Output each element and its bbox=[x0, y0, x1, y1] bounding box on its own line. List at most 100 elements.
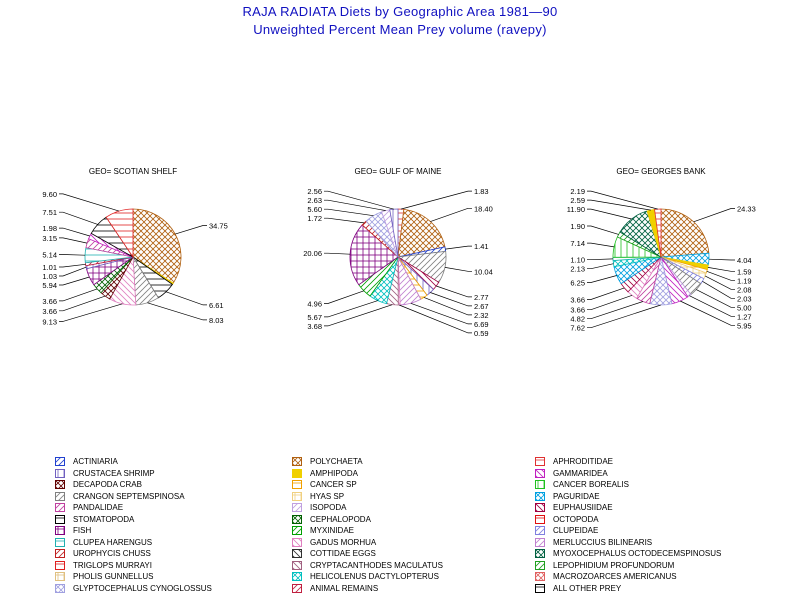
slice-value-label: 5.00 bbox=[737, 303, 752, 312]
label-leader-line bbox=[59, 193, 120, 212]
label-leader-line bbox=[706, 270, 735, 281]
label-leader-line bbox=[444, 267, 472, 272]
slice-value-label: 10.04 bbox=[474, 267, 493, 276]
label-leader-line bbox=[324, 252, 351, 255]
pie-slice bbox=[397, 208, 446, 258]
label-leader-line bbox=[587, 208, 632, 220]
label-leader-line bbox=[59, 266, 87, 277]
label-leader-line bbox=[423, 297, 472, 316]
legend-label: MYXINIDAE bbox=[310, 526, 355, 535]
slice-value-label: 7.14 bbox=[570, 239, 585, 248]
legend-swatch bbox=[55, 514, 65, 524]
slice-value-label: 8.03 bbox=[209, 316, 224, 325]
slice-value-label: 1.27 bbox=[737, 312, 752, 321]
legend-swatch bbox=[535, 480, 545, 489]
slice-value-label: 5.67 bbox=[307, 313, 322, 322]
legend-label: ACTINIARIA bbox=[73, 457, 118, 466]
slice-value-label: 1.90 bbox=[570, 222, 585, 231]
legend-swatch bbox=[535, 514, 545, 524]
label-leader-line bbox=[59, 288, 98, 302]
legend-swatch bbox=[55, 526, 65, 535]
legend-label: LEPOPHIDIUM PROFUNDORUM bbox=[553, 560, 675, 570]
label-leader-line bbox=[59, 276, 90, 286]
legend-label: ANIMAL REMAINS bbox=[310, 583, 379, 593]
label-leader-line bbox=[324, 208, 374, 217]
legend-swatch bbox=[55, 468, 65, 478]
legend-label: CLUPEA HARENGUS bbox=[73, 537, 153, 547]
slice-value-label: 3.66 bbox=[42, 307, 57, 316]
slice-value-label: 2.03 bbox=[737, 294, 752, 303]
legend-label: MYOXOCEPHALUS OCTODECEMSPINOSUS bbox=[553, 549, 722, 558]
legend-label: APHRODITIDAE bbox=[553, 457, 614, 466]
pie-slice bbox=[105, 208, 134, 259]
label-leader-line bbox=[324, 217, 365, 224]
slice-value-label: 2.56 bbox=[307, 187, 322, 196]
label-leader-line bbox=[324, 199, 386, 211]
legend-swatch bbox=[535, 503, 545, 512]
slice-value-label: 1.83 bbox=[474, 187, 489, 196]
label-leader-line bbox=[587, 242, 615, 248]
legend-swatch bbox=[535, 526, 545, 535]
pie-chart-2: GEO= GEORGES BANK24.334.041.591.192.082.… bbox=[567, 167, 756, 333]
label-leader-line bbox=[399, 304, 472, 334]
legend-label: GADUS MORHUA bbox=[310, 537, 377, 547]
slice-value-label: 1.98 bbox=[42, 224, 57, 233]
pie-title: GEO= SCOTIAN SHELF bbox=[89, 167, 177, 176]
legend-swatch bbox=[292, 480, 302, 489]
label-leader-line bbox=[587, 294, 633, 311]
slice-value-label: 2.63 bbox=[307, 196, 322, 205]
label-leader-line bbox=[693, 208, 735, 223]
legend-label: MERLUCCIUS BILINEARIS bbox=[553, 537, 653, 547]
label-leader-line bbox=[59, 211, 98, 225]
legend-swatch bbox=[292, 503, 302, 512]
label-leader-line bbox=[587, 258, 614, 261]
slice-value-label: 7.62 bbox=[570, 324, 585, 333]
label-leader-line bbox=[59, 303, 123, 322]
legend-swatch bbox=[535, 583, 545, 593]
slice-value-label: 1.10 bbox=[570, 256, 585, 265]
slice-value-label: 6.69 bbox=[474, 320, 489, 329]
slice-value-label: 0.59 bbox=[474, 329, 489, 338]
legend-label: PANDALIDAE bbox=[73, 503, 124, 512]
label-leader-line bbox=[708, 258, 735, 261]
label-leader-line bbox=[400, 190, 472, 210]
legend-swatch bbox=[535, 549, 545, 558]
slice-value-label: 3.68 bbox=[307, 322, 322, 331]
pie-title: GEO= GEORGES BANK bbox=[616, 167, 706, 176]
legend-label: EUPHAUSIIDAE bbox=[553, 503, 613, 512]
chart-title: RAJA RADIATA Diets by Geographic Area 19… bbox=[242, 4, 558, 19]
slice-value-label: 3.66 bbox=[42, 297, 57, 306]
slice-value-label: 9.13 bbox=[42, 317, 57, 326]
label-leader-line bbox=[324, 190, 394, 210]
legend-swatch bbox=[535, 491, 545, 501]
legend-swatch bbox=[535, 560, 545, 570]
slice-value-label: 3.66 bbox=[570, 306, 585, 315]
legend-label: PHOLIS GUNNELLUS bbox=[73, 572, 154, 581]
label-leader-line bbox=[430, 207, 472, 222]
label-leader-line bbox=[587, 199, 651, 211]
slice-value-label: 20.06 bbox=[303, 249, 322, 258]
slice-value-label: 5.94 bbox=[42, 281, 57, 290]
legend-label: CLUPEIDAE bbox=[553, 526, 599, 535]
legend-swatch bbox=[55, 491, 65, 501]
label-leader-line bbox=[436, 285, 472, 298]
legend-label: CANCER SP bbox=[310, 480, 357, 489]
slice-value-label: 2.67 bbox=[474, 302, 489, 311]
label-leader-line bbox=[59, 254, 86, 256]
legend-swatch bbox=[55, 572, 65, 581]
slice-value-label: 4.82 bbox=[570, 315, 585, 324]
legend-swatch bbox=[292, 491, 302, 501]
legend-swatch bbox=[535, 537, 545, 547]
label-leader-line bbox=[410, 302, 472, 325]
slice-value-label: 2.59 bbox=[570, 196, 585, 205]
slice-value-label: 2.13 bbox=[570, 265, 585, 274]
slice-value-label: 4.04 bbox=[737, 256, 752, 265]
slice-value-label: 5.95 bbox=[737, 321, 752, 330]
label-leader-line bbox=[587, 301, 644, 320]
slice-value-label: 11.90 bbox=[567, 205, 585, 214]
legend-swatch bbox=[292, 549, 302, 558]
slice-value-label: 1.01 bbox=[42, 263, 57, 272]
legend-label: CRANGON SEPTEMSPINOSA bbox=[73, 491, 185, 501]
legend: ACTINIARIA CRUSTACEA SHRIMP DECAPODA CRAB C… bbox=[0, 456, 800, 600]
legend-swatch bbox=[292, 468, 302, 478]
